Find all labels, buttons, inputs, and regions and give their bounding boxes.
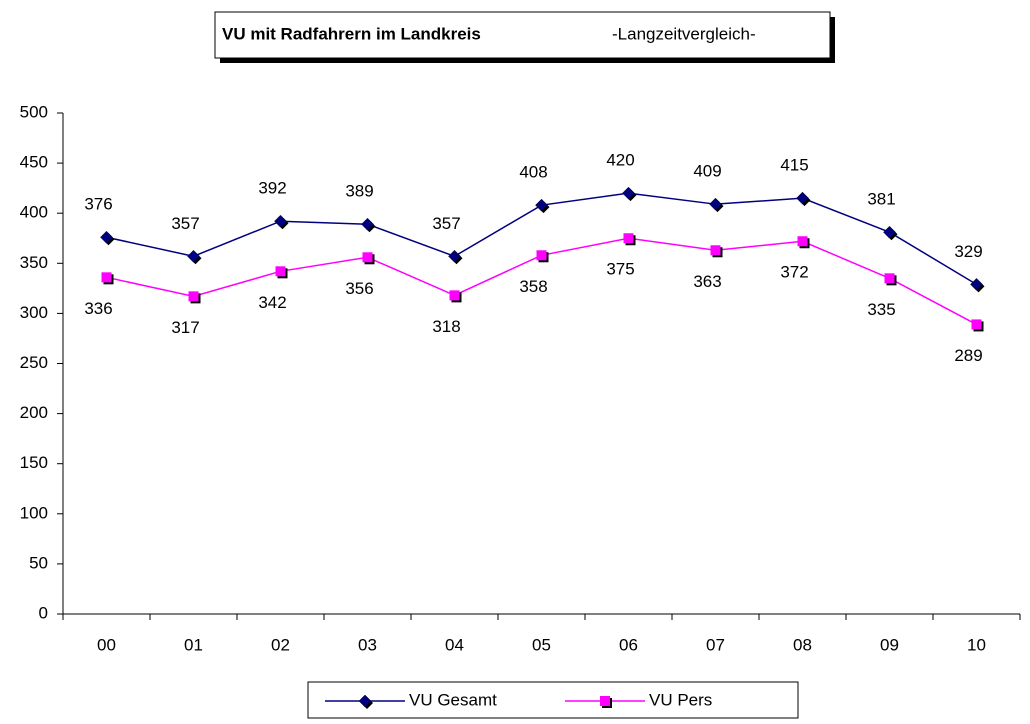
legend-box (307, 681, 799, 719)
y-tick-label: 350 (20, 253, 48, 272)
data-label: 336 (84, 299, 112, 318)
y-tick-label: 450 (20, 153, 48, 172)
y-tick-label: 100 (20, 503, 48, 522)
data-label: 357 (432, 214, 460, 233)
data-label: 415 (780, 156, 808, 175)
marker (275, 266, 286, 277)
marker (710, 245, 721, 256)
data-label: 381 (867, 190, 895, 209)
x-tick-label: 06 (619, 635, 638, 654)
legend-label: VU Pers (649, 690, 712, 709)
chart-title: VU mit Radfahrern im Landkreis (222, 24, 481, 43)
legend-marker (358, 694, 372, 708)
marker (362, 252, 373, 263)
data-label: 420 (606, 151, 634, 170)
data-label: 409 (693, 162, 721, 181)
chart-subtitle: -Langzeitvergleich- (612, 24, 756, 43)
y-tick-label: 50 (29, 553, 48, 572)
data-label: 318 (432, 317, 460, 336)
marker (884, 273, 895, 284)
title-box (214, 11, 831, 59)
marker (361, 217, 374, 231)
marker (623, 233, 634, 244)
data-label: 363 (693, 272, 721, 291)
x-tick-label: 10 (967, 635, 986, 654)
marker (448, 249, 461, 263)
x-tick-label: 07 (706, 635, 725, 654)
marker (535, 198, 548, 212)
legend-marker (600, 696, 610, 706)
marker (797, 236, 808, 247)
y-tick-label: 150 (20, 453, 48, 472)
data-label: 376 (84, 195, 112, 214)
legend-label: VU Gesamt (409, 690, 497, 709)
data-label: 389 (345, 182, 373, 201)
marker (449, 290, 460, 301)
data-label: 329 (954, 242, 982, 261)
marker (188, 291, 199, 302)
marker (883, 225, 896, 239)
x-tick-label: 09 (880, 635, 899, 654)
data-label: 358 (519, 277, 547, 296)
data-label: 289 (954, 346, 982, 365)
y-tick-label: 500 (20, 102, 48, 121)
x-tick-label: 05 (532, 635, 551, 654)
x-tick-label: 01 (184, 635, 203, 654)
data-label: 317 (171, 318, 199, 337)
data-label: 372 (780, 263, 808, 282)
y-tick-label: 0 (39, 603, 48, 622)
x-tick-label: 08 (793, 635, 812, 654)
data-label: 408 (519, 163, 547, 182)
data-label: 356 (345, 279, 373, 298)
marker (622, 186, 635, 200)
marker (274, 214, 287, 228)
x-tick-label: 02 (271, 635, 290, 654)
marker (971, 319, 982, 330)
y-tick-label: 300 (20, 303, 48, 322)
data-label: 357 (171, 214, 199, 233)
x-tick-label: 03 (358, 635, 377, 654)
x-tick-label: 04 (445, 635, 464, 654)
data-label: 342 (258, 293, 286, 312)
marker (796, 191, 809, 205)
marker (536, 250, 547, 261)
y-tick-label: 200 (20, 403, 48, 422)
marker (970, 277, 983, 291)
y-tick-label: 250 (20, 353, 48, 372)
y-tick-label: 400 (20, 203, 48, 222)
x-tick-label: 00 (97, 635, 116, 654)
marker (101, 272, 112, 283)
marker (100, 230, 113, 244)
data-label: 392 (258, 179, 286, 198)
marker (709, 197, 722, 211)
data-label: 375 (606, 260, 634, 279)
marker (187, 249, 200, 263)
data-label: 335 (867, 300, 895, 319)
